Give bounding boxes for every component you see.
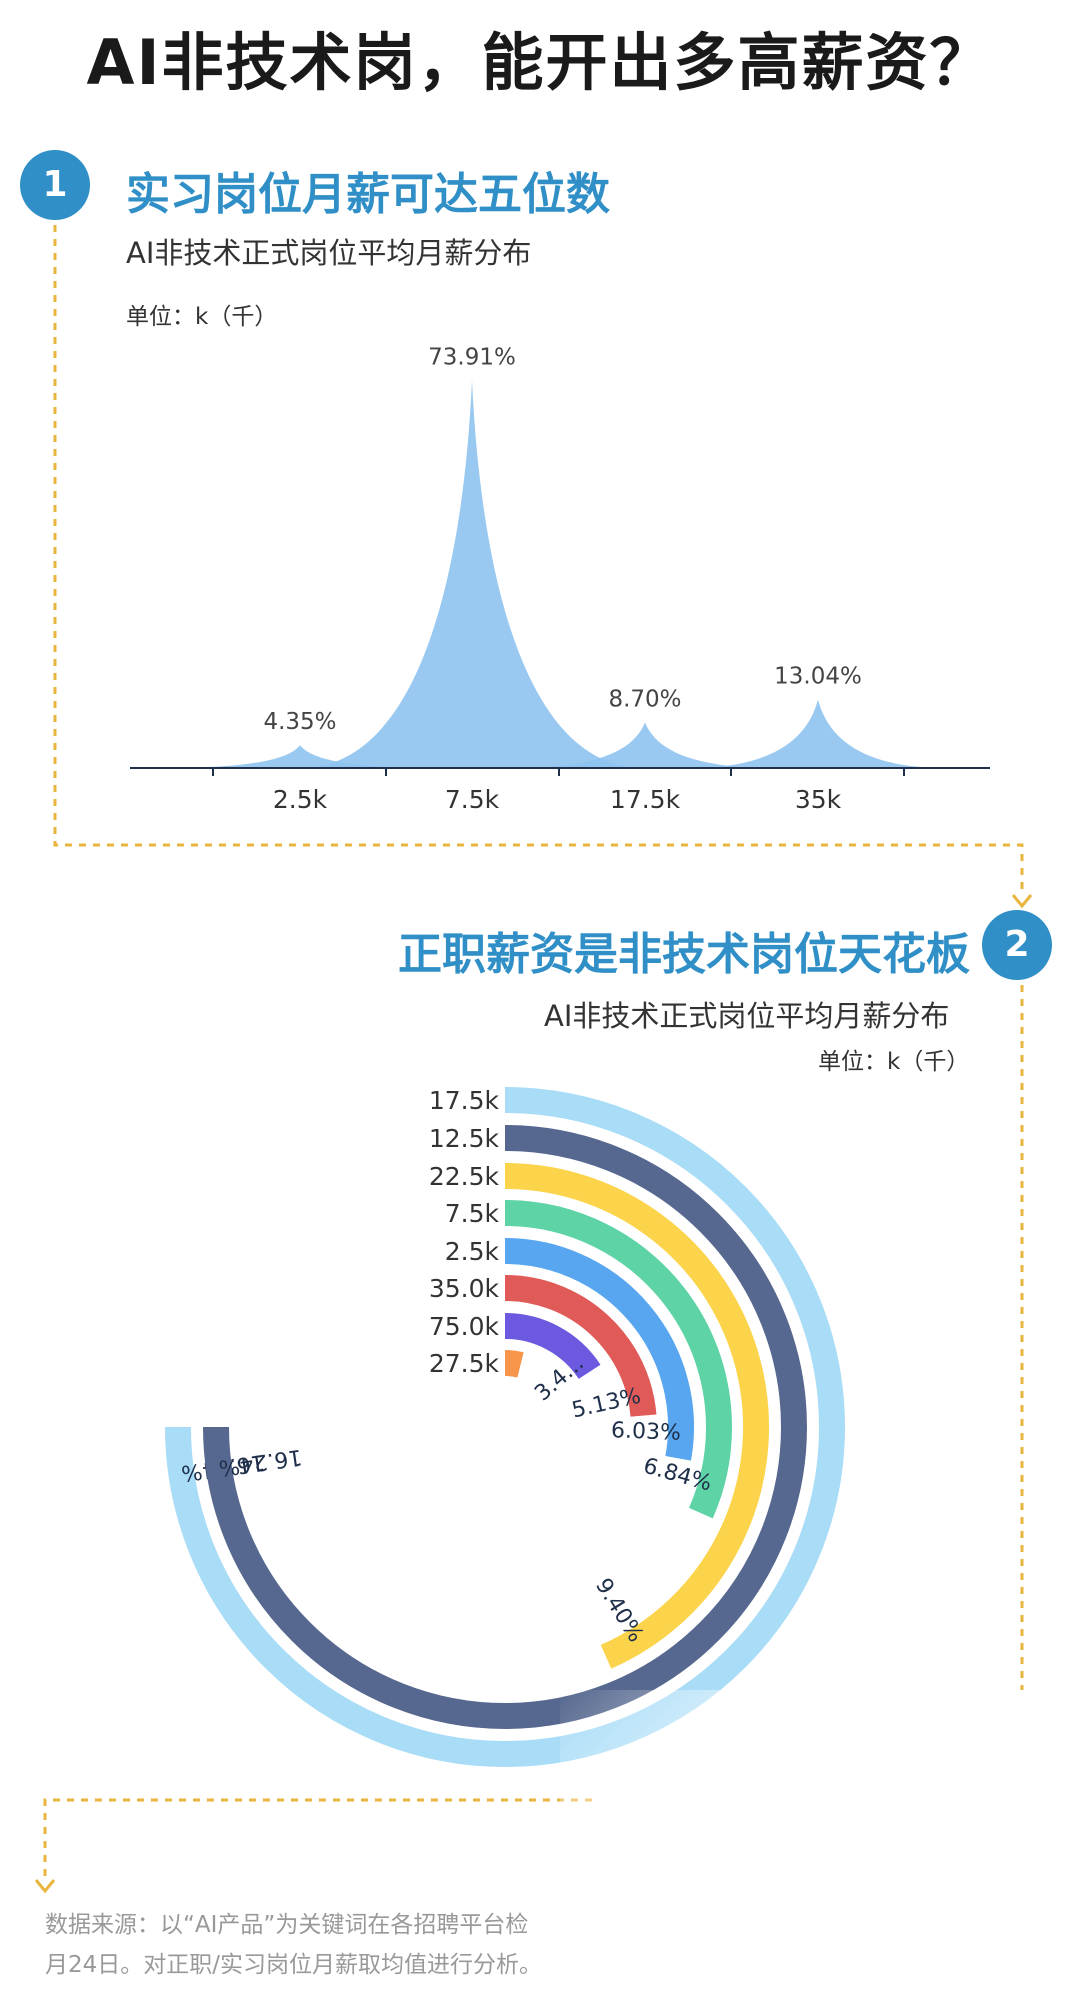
radial-bar-6	[504, 1313, 601, 1380]
section-2-unit: 单位：k（千）	[818, 1049, 970, 1075]
section-1-title: 实习岗位月薪可达五位数	[126, 169, 610, 220]
radial-bar-1	[203, 1125, 807, 1729]
section-1-unit: 单位：k（千）	[126, 304, 278, 330]
fade-overlay	[560, 1690, 1080, 1993]
salary-peak-chart: 4.35% 2.5k 73.91% 7.5k 8.70% 17.5k 13.04% 35k	[130, 344, 990, 814]
radial-category-label: 17.5k	[429, 1086, 500, 1115]
radial-bar-4	[504, 1238, 694, 1461]
peak-area-1	[302, 380, 642, 768]
footer-source-line1: 数据来源：以“AI产品”为关键词在各招聘平台检	[45, 1912, 529, 1938]
section-2-title: 正职薪资是非技术岗位天花板	[398, 929, 970, 980]
radial-value-label: 5.13%	[570, 1384, 644, 1424]
peak-value-label: 8.70%	[608, 686, 681, 712]
x-tick-label: 17.5k	[610, 785, 681, 814]
radial-bar-2	[504, 1163, 770, 1669]
radial-category-label: 35.0k	[429, 1274, 500, 1303]
section-1-subtitle: AI非技术正式岗位平均月薪分布	[126, 236, 532, 270]
section-1-badge: 1	[20, 150, 90, 220]
radial-bar-5	[504, 1275, 657, 1417]
x-tick-label: 7.5k	[445, 785, 500, 814]
peak-value-label: 4.35%	[263, 709, 336, 735]
radial-bar-0	[165, 1087, 845, 1767]
peak-area-3	[697, 699, 939, 768]
footer-source-line2: 月24日。对正职/实习岗位月薪取均值进行分析。	[45, 1952, 543, 1978]
peak-value-label: 73.91%	[428, 344, 516, 370]
section-2-subtitle: AI非技术正式岗位平均月薪分布	[544, 999, 950, 1033]
radial-category-label: 7.5k	[445, 1199, 500, 1228]
radial-category-label: 75.0k	[429, 1312, 500, 1341]
page-title: AI非技术岗，能开出多高薪资？	[86, 26, 994, 99]
radial-category-label: 22.5k	[429, 1162, 500, 1191]
radial-category-label: 27.5k	[429, 1349, 500, 1378]
peak-area-2	[527, 722, 763, 768]
radial-bar-7	[504, 1349, 524, 1378]
radial-category-label: 12.5k	[429, 1124, 500, 1153]
radial-value-label: 6.03%	[611, 1418, 682, 1446]
radial-bar-3	[504, 1200, 732, 1519]
section-2-badge: 2	[982, 910, 1052, 980]
peak-value-label: 13.04%	[774, 664, 862, 690]
radial-category-label: 2.5k	[445, 1237, 500, 1266]
x-tick-label: 35k	[795, 785, 842, 814]
x-tick-label: 2.5k	[273, 785, 328, 814]
radial-value-label: 9.40%	[590, 1574, 648, 1647]
radial-value-label: 16.24%	[217, 1444, 304, 1480]
peak-area-0	[186, 745, 414, 768]
